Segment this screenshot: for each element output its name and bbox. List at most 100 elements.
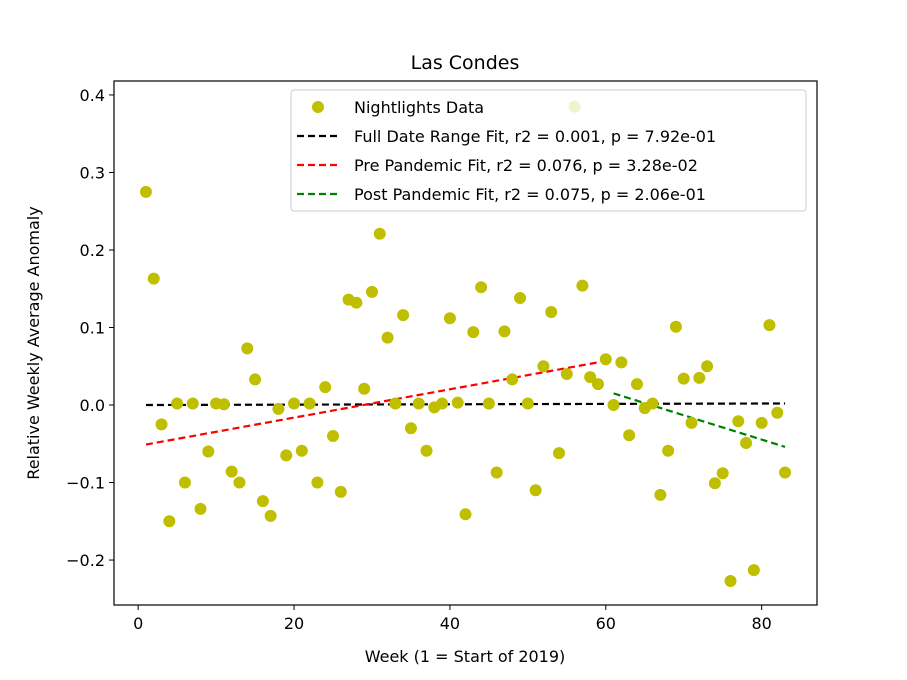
scatter-point (186, 397, 199, 410)
scatter-point (202, 445, 215, 458)
y-axis-label: Relative Weekly Average Anomaly (24, 206, 43, 479)
scatter-point (139, 185, 152, 198)
scatter-point (662, 444, 675, 457)
legend-box (290, 89, 807, 212)
scatter-point (623, 429, 636, 442)
scatter-point (779, 466, 792, 479)
scatter-point (576, 279, 589, 292)
scatter-point (334, 485, 347, 498)
scatter-point (490, 466, 503, 479)
scatter-point (327, 430, 340, 443)
scatter-point (482, 397, 495, 410)
scatter-point (553, 447, 566, 460)
scatter-point (171, 397, 184, 410)
scatter-point (716, 467, 729, 480)
scatter-point (599, 353, 612, 366)
scatter-point (545, 305, 558, 318)
scatter-point (436, 397, 449, 410)
y-tick-label: 0.3 (80, 163, 105, 182)
scatter-point (163, 515, 176, 528)
scatter-point (654, 488, 667, 501)
legend: Nightlights Data Full Date Range Fit, r2 … (290, 89, 807, 212)
scatter-point (303, 397, 316, 410)
y-tick-label: −0.1 (66, 474, 105, 493)
scatter-point (701, 360, 714, 373)
scatter-point (412, 397, 425, 410)
scatter-point (755, 416, 768, 429)
y-tick-label: 0.4 (80, 86, 105, 105)
scatter-point (646, 397, 659, 410)
scatter-point (264, 509, 277, 522)
scatter-point (467, 326, 480, 339)
scatter-point (732, 415, 745, 428)
legend-label: Pre Pandemic Fit, r2 = 0.076, p = 3.28e-… (354, 156, 698, 175)
scatter-point (537, 360, 550, 373)
scatter-point (420, 444, 433, 457)
scatter-point (498, 325, 511, 338)
scatter-point (443, 312, 456, 325)
scatter-point (241, 342, 254, 355)
x-tick-label: 0 (133, 614, 143, 633)
x-axis-label: Week (1 = Start of 2019) (365, 647, 566, 666)
scatter-point (763, 319, 776, 332)
scatter-point (459, 508, 472, 521)
scatter-point (708, 477, 721, 490)
scatter-point (295, 444, 308, 457)
legend-marker (312, 101, 324, 113)
scatter-point (389, 397, 402, 410)
x-tick-label: 20 (284, 614, 304, 633)
y-tick-label: 0.2 (80, 241, 105, 260)
scatter-point (529, 484, 542, 497)
scatter-point (771, 406, 784, 419)
scatter-point (747, 564, 760, 577)
chart-title: Las Condes (411, 52, 520, 74)
scatter-point (381, 331, 394, 344)
scatter-point (451, 396, 464, 409)
scatter-point (358, 382, 371, 395)
scatter-point (724, 574, 737, 587)
scatter-point (397, 309, 410, 322)
scatter-point (630, 378, 643, 391)
scatter-point (615, 356, 628, 369)
scatter-point (373, 227, 386, 240)
y-axis: −0.2 −0.1 0.0 0.1 0.2 0.3 0.4 (66, 86, 114, 570)
scatter-point (740, 436, 753, 449)
scatter-point (249, 373, 262, 386)
scatter-point (155, 418, 168, 431)
scatter-point (669, 320, 682, 333)
scatter-point (607, 399, 620, 412)
y-tick-label: −0.2 (66, 551, 105, 570)
scatter-point (475, 281, 488, 294)
scatter-point (217, 398, 230, 411)
scatter-point (225, 465, 238, 478)
scatter-point (404, 422, 417, 435)
fit-line (613, 392, 786, 448)
scatter-point (693, 371, 706, 384)
scatter-point (280, 449, 293, 462)
x-tick-label: 60 (596, 614, 616, 633)
scatter-point (194, 502, 207, 515)
scatter-point (506, 373, 519, 386)
axes-frame (113, 80, 818, 606)
scatter-point (319, 381, 332, 394)
legend-label: Nightlights Data (354, 98, 484, 117)
legend-label: Full Date Range Fit, r2 = 0.001, p = 7.9… (354, 127, 716, 146)
scatter-point (514, 292, 527, 305)
scatter-point (350, 296, 363, 309)
scatter-point (272, 402, 285, 415)
plot-area (139, 100, 792, 587)
scatter-point (288, 397, 301, 410)
scatter-point (521, 397, 534, 410)
scatter-point (311, 476, 324, 489)
scatter-point (685, 416, 698, 429)
scatter-point (147, 272, 160, 285)
scatter-point (365, 285, 378, 298)
scatter-point (178, 476, 191, 489)
x-tick-label: 80 (751, 614, 771, 633)
x-axis: 0 20 40 60 80 (133, 605, 772, 633)
y-tick-label: 0.0 (80, 396, 105, 415)
scatter-point (591, 378, 604, 391)
scatter-point (256, 495, 269, 508)
scatter-point (560, 368, 573, 381)
